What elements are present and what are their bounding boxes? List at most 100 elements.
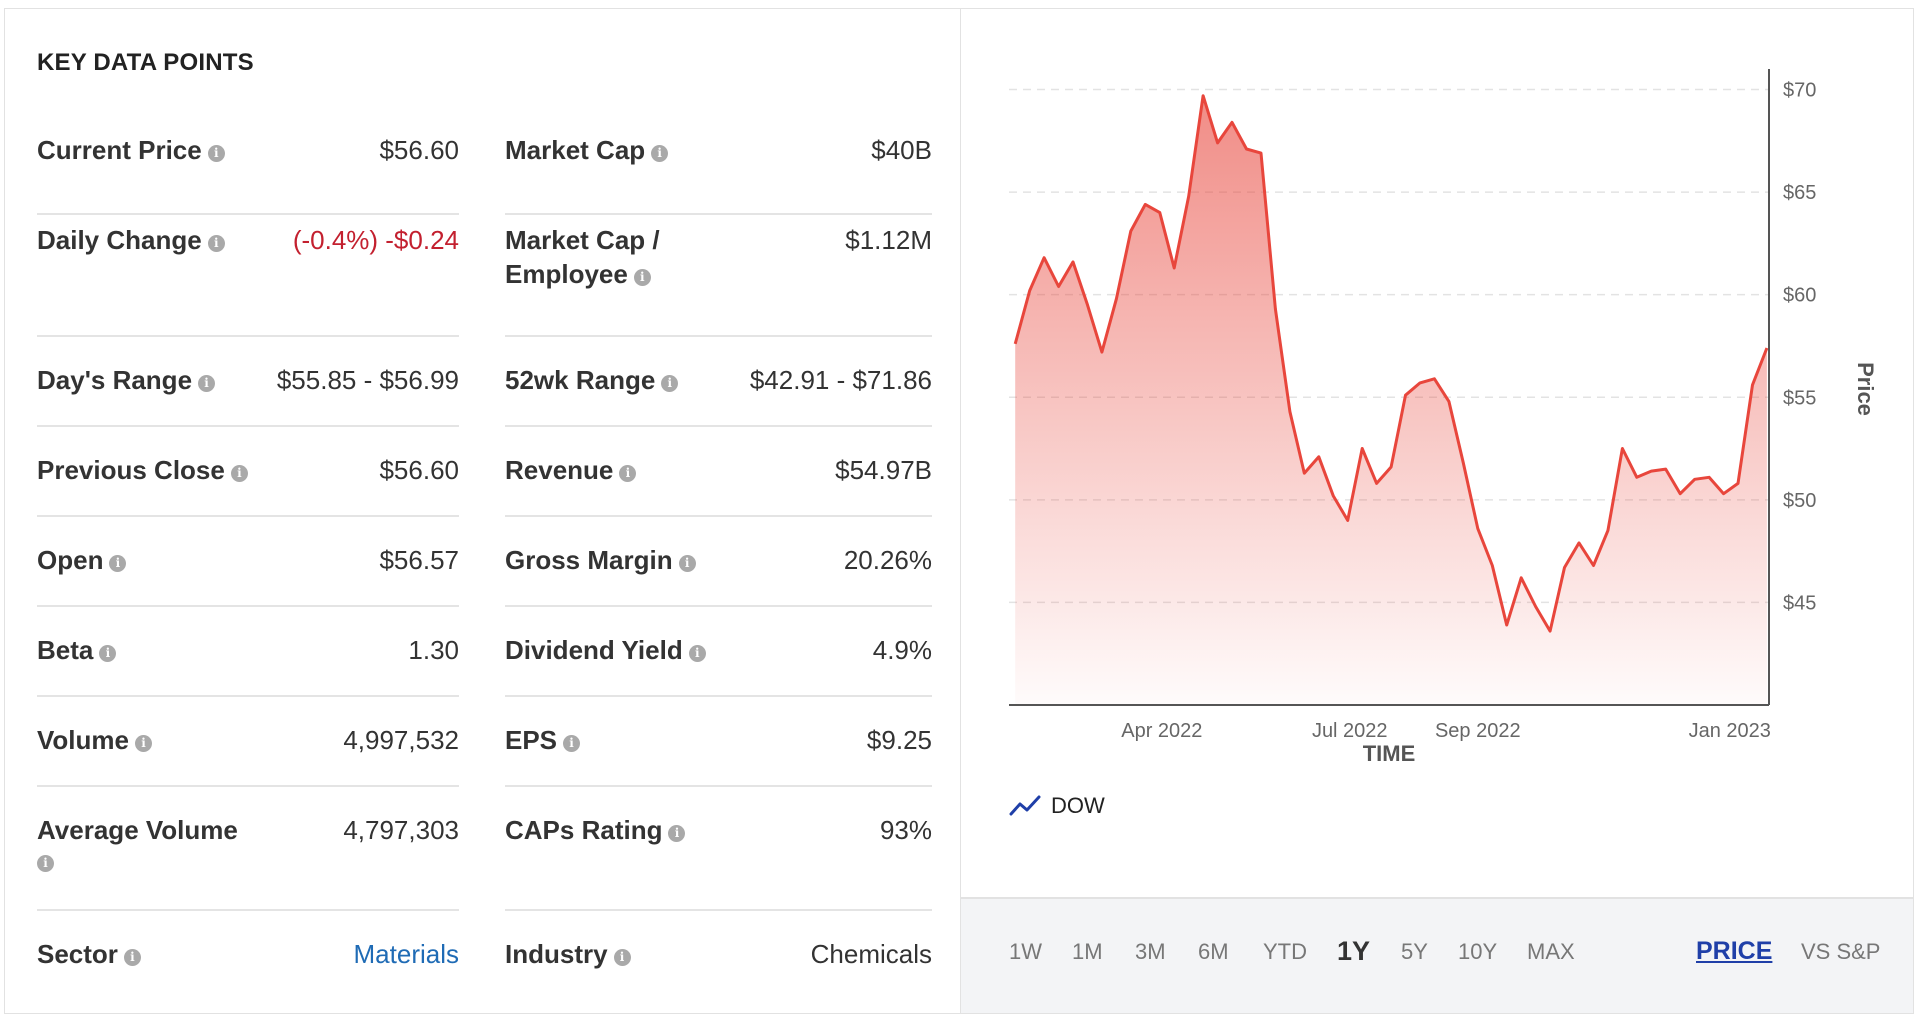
data-value: 4,797,303 — [343, 815, 459, 845]
key-data-panel: KEY DATA POINTS Current Price i $56.60 Da… — [5, 9, 960, 1013]
trend-line-icon — [1009, 795, 1041, 816]
info-icon[interactable]: i — [668, 825, 686, 842]
chart-legend[interactable]: DOW — [1009, 793, 1105, 819]
data-label: 52wk Range i — [505, 363, 679, 397]
info-icon[interactable]: i — [37, 855, 54, 872]
range-1m-button[interactable]: 1M — [1072, 939, 1103, 964]
data-row-sector: Sector i Materials — [37, 937, 459, 997]
data-label: Sector i — [37, 937, 141, 971]
data-row-market-cap: Market Cap i $40B — [505, 133, 932, 215]
data-row-caps-rating: CAPs Rating i 93% — [505, 813, 932, 911]
data-row-daily-change: Daily Change i (-0.4%) -$0.24 — [37, 223, 459, 337]
section-title: KEY DATA POINTS — [37, 49, 254, 76]
vs-sp-mode-button[interactable]: VS S&P — [1801, 939, 1881, 964]
info-icon[interactable]: i — [688, 645, 706, 662]
y-axis-title: Price — [1853, 362, 1878, 416]
y-tick-label: $50 — [1783, 490, 1816, 512]
data-label: Current Price i — [37, 133, 225, 167]
info-icon[interactable]: i — [633, 269, 651, 286]
data-label: Market Cap / Employee i — [505, 225, 660, 289]
x-tick-label: Jan 2023 — [1689, 720, 1771, 742]
data-label: CAPs Rating i — [505, 813, 686, 847]
x-tick-label: Sep 2022 — [1435, 720, 1521, 742]
data-row-volume: Volume i 4,997,532 — [37, 723, 459, 787]
y-tick-labels: $70 $65 $60 $55 $50 $45 — [1783, 80, 1816, 615]
range-10y-button[interactable]: 10Y — [1458, 939, 1498, 964]
range-5y-button[interactable]: 5Y — [1401, 939, 1428, 964]
info-icon[interactable]: i — [613, 949, 631, 966]
info-icon[interactable]: i — [109, 555, 127, 572]
data-value: Chemicals — [810, 939, 932, 969]
range-3m-button[interactable]: 3M — [1135, 939, 1166, 964]
y-tick-label: $55 — [1783, 387, 1816, 409]
data-label: Day's Range i — [37, 363, 216, 397]
panel-divider — [960, 9, 961, 1013]
range-ytd-button[interactable]: YTD — [1263, 939, 1307, 964]
data-value: $54.97B — [835, 455, 932, 485]
info-icon[interactable]: i — [230, 465, 248, 482]
data-row-dividend-yield: Dividend Yield i 4.9% — [505, 633, 932, 697]
x-tick-label: Apr 2022 — [1121, 720, 1202, 742]
data-value: 4.9% — [872, 635, 932, 665]
info-icon[interactable]: i — [123, 949, 141, 966]
data-row-gross-margin: Gross Margin i 20.26% — [505, 543, 932, 607]
info-icon[interactable]: i — [661, 375, 679, 392]
data-label: Open i — [37, 543, 127, 577]
data-label: Revenue i — [505, 453, 637, 487]
y-tick-label: $60 — [1783, 285, 1816, 307]
sector-link[interactable]: Materials — [353, 939, 459, 969]
data-label: Previous Close i — [37, 453, 248, 487]
data-label: Beta i — [37, 633, 117, 667]
data-label: Volume i — [37, 723, 152, 757]
price-chart[interactable]: $70 $65 $60 $55 $50 $45 Apr 2022 Jul 2022 Sep 2… — [961, 9, 1914, 769]
data-row-revenue: Revenue i $54.97B — [505, 453, 932, 517]
data-row-market-cap-per-employee: Market Cap / Employee i $1.12M — [505, 223, 932, 337]
info-icon[interactable]: i — [207, 235, 225, 252]
data-row-industry: Industry i Chemicals — [505, 937, 932, 997]
x-axis-title: TIME — [1363, 741, 1416, 766]
info-icon[interactable]: i — [198, 375, 216, 392]
info-icon[interactable]: i — [678, 555, 696, 572]
data-label: EPS i — [505, 723, 581, 757]
data-value: $56.57 — [379, 545, 459, 575]
range-1y-button[interactable]: 1Y — [1337, 936, 1371, 966]
data-value: (-0.4%) -$0.24 — [292, 225, 459, 255]
info-icon[interactable]: i — [619, 465, 637, 482]
y-tick-label: $45 — [1783, 592, 1816, 614]
info-icon[interactable]: i — [207, 145, 225, 162]
price-mode-button[interactable]: PRICE — [1696, 937, 1773, 965]
data-row-52wk-range: 52wk Range i $42.91 - $71.86 — [505, 363, 932, 427]
x-tick-label: Jul 2022 — [1312, 720, 1388, 742]
data-label: Gross Margin i — [505, 543, 696, 577]
range-max-button[interactable]: MAX — [1527, 939, 1575, 964]
data-row-average-volume: Average Volume i 4,797,303 — [37, 813, 459, 911]
key-data-card: KEY DATA POINTS Current Price i $56.60 Da… — [4, 8, 1914, 1014]
data-value: $40B — [871, 135, 932, 165]
data-value: $56.60 — [379, 135, 459, 165]
data-label: Market Cap i — [505, 133, 669, 167]
data-label: Industry i — [505, 937, 631, 971]
price-line — [1013, 94, 1769, 633]
data-row-previous-close: Previous Close i $56.60 — [37, 453, 459, 517]
data-row-eps: EPS i $9.25 — [505, 723, 932, 787]
info-icon[interactable]: i — [563, 735, 581, 752]
data-label: Dividend Yield i — [505, 633, 706, 667]
data-value: 4,997,532 — [343, 725, 459, 755]
data-row-days-range: Day's Range i $55.85 - $56.99 — [37, 363, 459, 427]
data-value: $56.60 — [379, 455, 459, 485]
chart-panel: $70 $65 $60 $55 $50 $45 Apr 2022 Jul 2022 Sep 2… — [961, 9, 1913, 1013]
chart-toolbar: 1W 1M 3M 6M YTD 1Y 5Y 10Y MAX PRICE VS S… — [961, 897, 1913, 1013]
range-1w-button[interactable]: 1W — [1009, 939, 1042, 964]
data-label: Average Volume i — [37, 815, 238, 872]
range-6m-button[interactable]: 6M — [1198, 939, 1229, 964]
info-icon[interactable]: i — [99, 645, 117, 662]
data-label: Daily Change i — [37, 223, 225, 257]
data-value: 20.26% — [843, 545, 932, 575]
data-value: $42.91 - $71.86 — [749, 365, 932, 395]
data-row-beta: Beta i 1.30 — [37, 633, 459, 697]
data-value: $55.85 - $56.99 — [276, 365, 459, 395]
info-icon[interactable]: i — [134, 735, 152, 752]
data-value: $9.25 — [866, 725, 932, 755]
x-tick-labels: Apr 2022 Jul 2022 Sep 2022 Jan 2023 — [1121, 720, 1771, 742]
info-icon[interactable]: i — [651, 145, 669, 162]
